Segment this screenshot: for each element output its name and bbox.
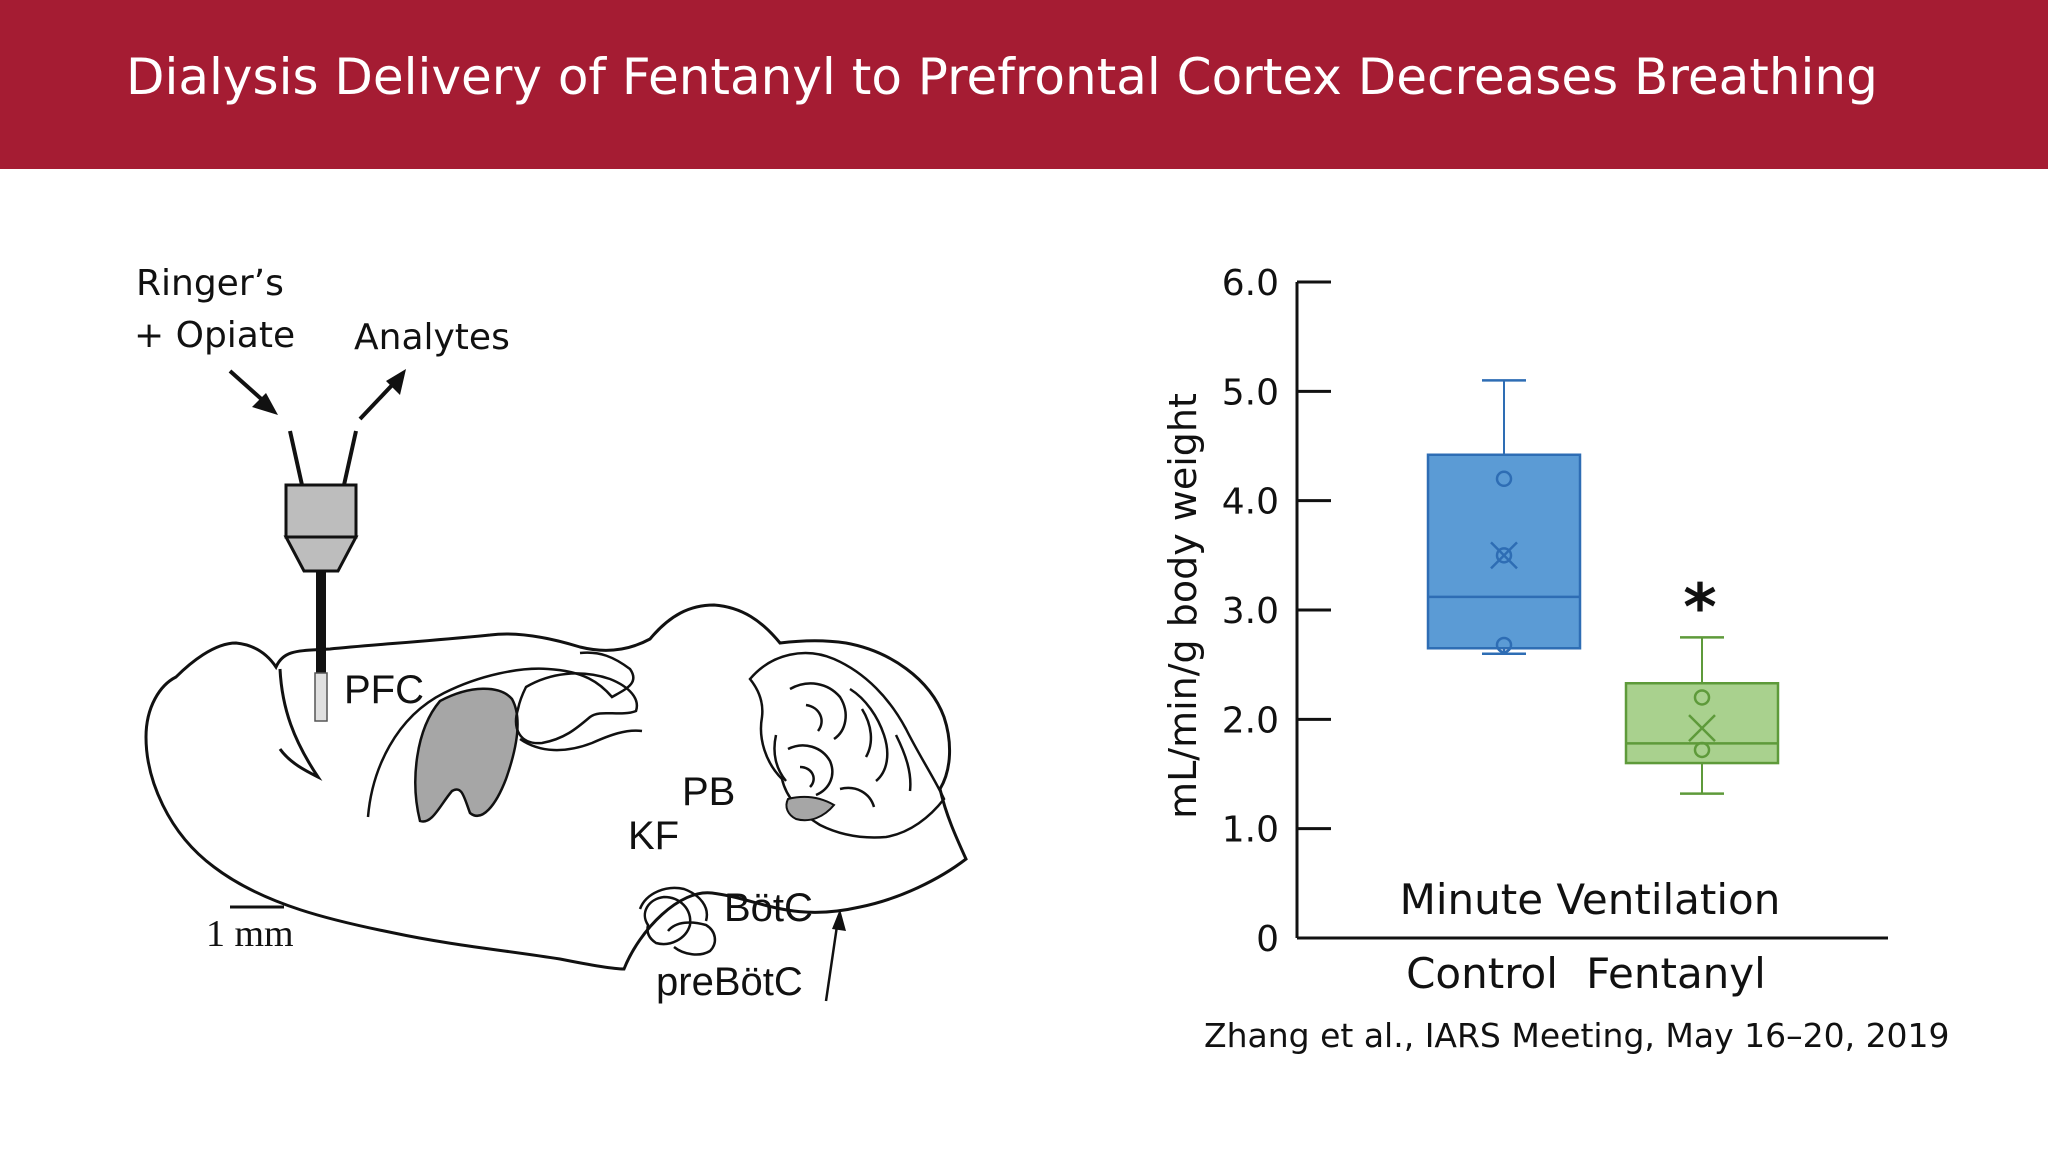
- chart-y-axis-label: mL/min/g body weight: [1161, 393, 1205, 819]
- pons-region: [785, 796, 836, 822]
- x-category-label: Fentanyl: [1586, 949, 1766, 998]
- mean-marker: [1688, 714, 1716, 742]
- pb-label: PB: [682, 770, 735, 814]
- box-body: [1426, 453, 1582, 650]
- probe-tubing: [288, 430, 358, 486]
- y-tick-label: 3.0: [1222, 591, 1279, 632]
- inflow-label-line2: + Opiate: [134, 315, 295, 356]
- inflow-arrow: [228, 369, 278, 415]
- x-category-label: Control: [1406, 949, 1558, 998]
- y-tick-label: 1.0: [1222, 810, 1279, 851]
- pfc-label: PFC: [344, 668, 424, 712]
- hippocampus-region: [414, 687, 519, 823]
- botc-label: BötC: [724, 886, 813, 930]
- scale-label: 1 mm: [206, 913, 294, 955]
- y-tick-label: 2.0: [1222, 700, 1279, 741]
- significance-marker: *: [1683, 571, 1716, 645]
- prebotc-label: preBötC: [656, 960, 803, 1004]
- outflow-arrow: [358, 369, 406, 421]
- slide-title: Dialysis Delivery of Fentanyl to Prefron…: [126, 48, 1878, 106]
- data-point: [1495, 547, 1513, 564]
- mean-marker: [1490, 541, 1518, 570]
- y-tick-label: 5.0: [1222, 372, 1279, 413]
- brain-diagram: Ringer’s + Opiate Analytes: [134, 263, 968, 1004]
- y-tick-label: 4.0: [1222, 482, 1279, 523]
- data-point: [1693, 689, 1711, 706]
- chart-boxes: *: [1426, 379, 1780, 795]
- chart-axes: 0 1.0 2.0 3.0 4.0 5.0 6.0 Control Fentanyl: [1222, 263, 1888, 998]
- box-body: [1624, 682, 1780, 765]
- data-point: [1693, 741, 1711, 759]
- dialysis-probe: [283, 483, 359, 722]
- olfactory-curve: [278, 668, 323, 781]
- box-fentanyl: *: [1624, 571, 1780, 795]
- inflow-label-line1: Ringer’s: [136, 263, 284, 304]
- y-tick-label: 6.0: [1222, 263, 1279, 304]
- midbrain-curve: [519, 729, 643, 752]
- data-point: [1495, 636, 1513, 654]
- thalamus-outline: [514, 672, 639, 745]
- cerebellum: [748, 651, 946, 839]
- y-tick-label: 0: [1256, 919, 1279, 960]
- box-control: [1426, 379, 1582, 655]
- striatum-outline: [366, 651, 635, 818]
- outflow-label: Analytes: [354, 317, 510, 358]
- brain-outline: [144, 603, 968, 971]
- data-point: [1495, 470, 1513, 488]
- title-banner: Dialysis Delivery of Fentanyl to Prefron…: [0, 0, 2048, 169]
- brainstem-nuclei: [638, 886, 717, 956]
- prebotc-arrow: [824, 909, 846, 1002]
- citation: Zhang et al., IARS Meeting, May 16–20, 2…: [1204, 1016, 1950, 1055]
- chart-title: Minute Ventilation: [1400, 875, 1781, 924]
- kf-label: KF: [628, 814, 679, 858]
